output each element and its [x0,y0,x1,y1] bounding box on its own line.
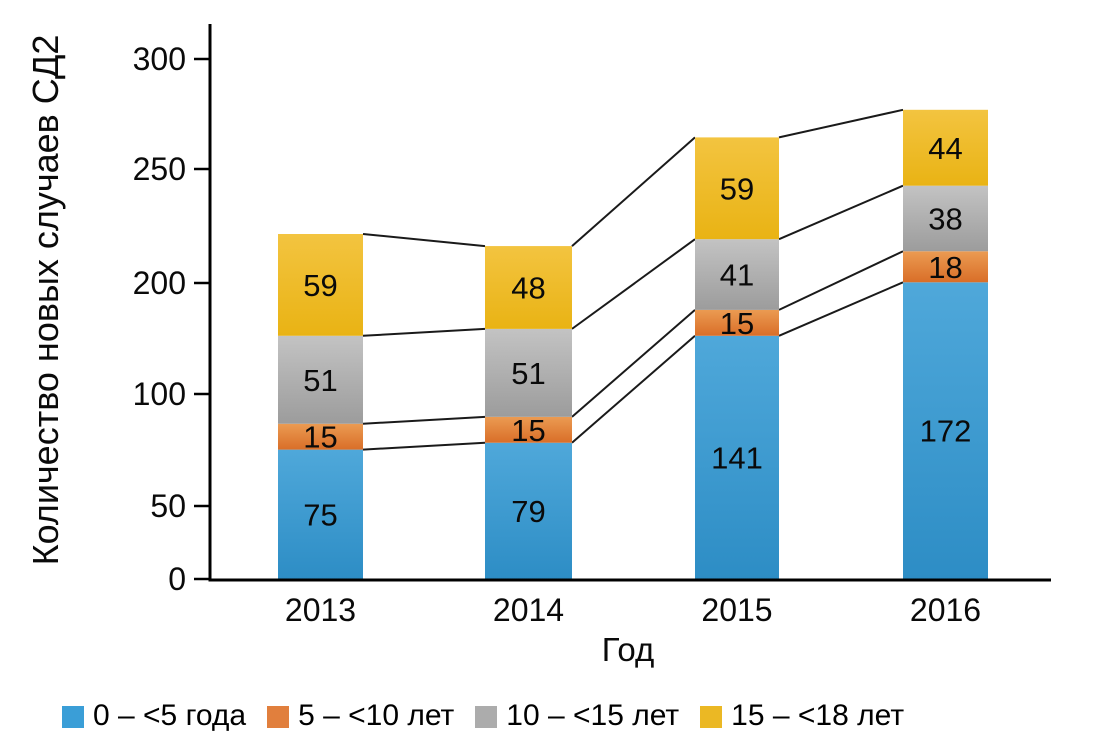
x-tick-label: 2014 [493,592,564,628]
segment-value-label: 48 [511,270,545,305]
y-tick-label: 300 [133,41,186,77]
segment-value-label: 79 [511,494,545,529]
legend-swatch [267,706,290,728]
y-tick-label: 200 [133,265,186,301]
bar-segment [903,282,988,579]
segment-value-label: 75 [303,497,337,532]
y-tick-label: 100 [133,376,186,412]
bar-segment [903,109,988,186]
y-tick-label: 0 [168,561,186,597]
connector-line [362,233,486,248]
connector-line [571,136,696,247]
segment-value-label: 15 [303,420,337,455]
x-tick-label: 2015 [701,592,772,628]
legend-swatch [475,706,498,728]
segment-value-label: 38 [928,201,962,236]
bar-segment [485,442,572,579]
x-tick-label: 2016 [910,592,981,628]
segment-value-label: 172 [920,414,972,449]
bar-segment [485,416,572,443]
segment-value-label: 44 [928,131,962,166]
connector-line [778,108,904,139]
bar-segment [485,246,572,329]
connector-line [778,184,904,241]
y-tick-label: 50 [150,488,186,524]
segment-value-label: 59 [303,268,337,303]
legend-item: 5 – <10 лет [267,701,454,733]
bar-segment [278,423,363,450]
bar-segment [695,309,779,336]
segment-value-label: 51 [511,356,545,391]
segment-value-label: 18 [928,250,962,285]
bar-segment [695,239,779,310]
bar-segment [695,137,779,240]
connector-line [362,327,486,337]
bar-segment [903,251,988,283]
connector-line [571,238,696,330]
connector-line [362,441,486,451]
bar-segment [485,328,572,417]
bar-segment [903,185,988,252]
segment-value-label: 15 [511,413,545,448]
bar-segment [278,449,363,579]
bar-segment [278,335,363,424]
segment-value-label: 15 [720,306,754,341]
chart-legend: 0 – <5 года 5 – <10 лет 10 – <15 лет 15 – <… [62,700,904,734]
x-tick-label: 2013 [285,592,356,628]
bar-segment [278,234,363,336]
legend-item: 10 – <15 лет [475,701,679,733]
y-tick-label: 250 [133,151,186,187]
connector-line [571,335,696,444]
x-axis-title: Год [602,631,655,668]
connector-line [778,281,904,337]
connector-line [362,415,486,425]
segment-value-label: 141 [711,440,763,475]
legend-label: 5 – <10 лет [298,699,455,732]
segment-value-label: 59 [720,171,754,206]
segment-value-label: 51 [303,363,337,398]
legend-label: 15 – <18 лет [731,699,905,732]
connector-line [778,250,904,311]
legend-swatch [62,706,84,728]
legend-label: 0 – <5 года [93,699,247,732]
y-axis-title: Количество новых случаев СД2 [25,35,66,566]
bar-segment [695,335,779,579]
legend-item: 15 – <18 лет [700,701,904,733]
segment-value-label: 41 [720,258,754,293]
legend-label: 10 – <15 лет [506,699,680,732]
legend-item: 0 – <5 года [62,701,246,733]
legend-swatch [700,706,723,728]
connector-line [571,309,696,418]
